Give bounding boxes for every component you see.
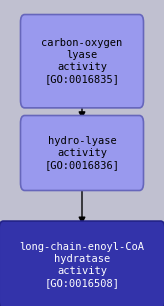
Text: carbon-oxygen
lyase
activity
[GO:0016835]: carbon-oxygen lyase activity [GO:0016835… — [41, 38, 123, 84]
Text: long-chain-enoyl-CoA
hydratase
activity
[GO:0016508]: long-chain-enoyl-CoA hydratase activity … — [20, 242, 144, 288]
FancyBboxPatch shape — [0, 221, 164, 306]
FancyBboxPatch shape — [20, 116, 144, 190]
Text: hydro-lyase
activity
[GO:0016836]: hydro-lyase activity [GO:0016836] — [44, 136, 120, 170]
FancyBboxPatch shape — [20, 14, 144, 108]
